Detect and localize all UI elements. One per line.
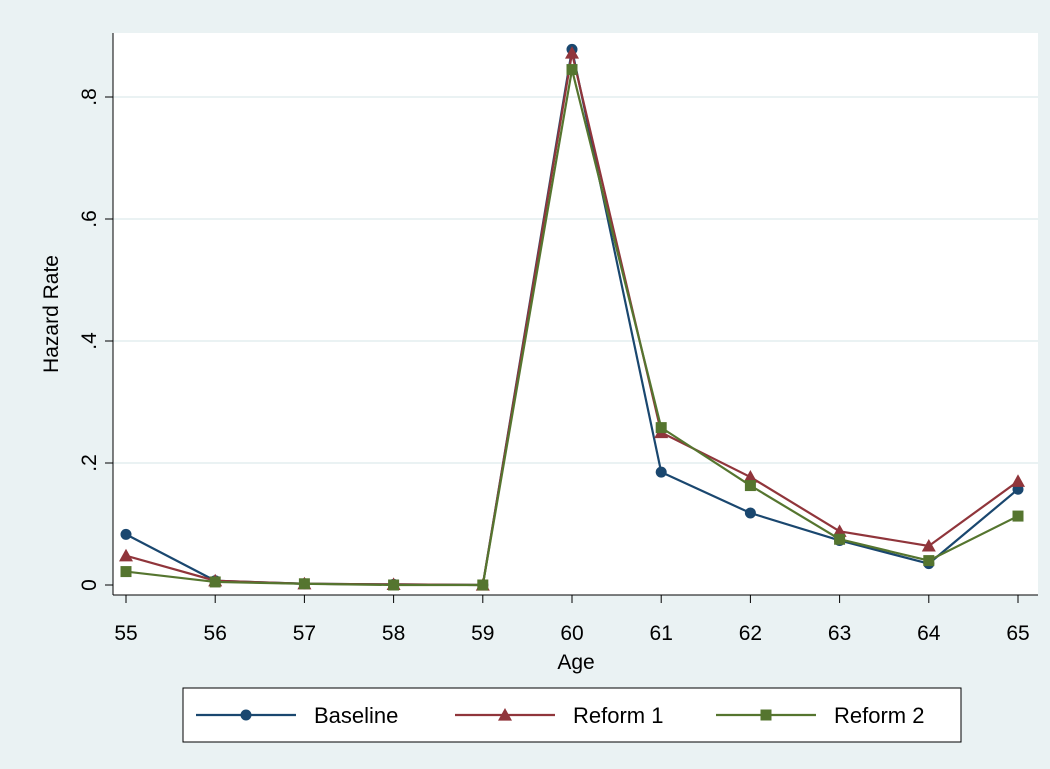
x-tick-label: 62 [739,622,762,645]
y-axis-title: Hazard Rate [40,255,63,373]
x-tick-label: 64 [917,622,941,645]
data-point [923,555,935,567]
data-point [477,579,489,591]
y-tick-label: 0 [78,579,101,591]
data-point [743,470,758,483]
legend-label: Reform 1 [573,703,663,728]
data-point [921,538,936,552]
data-point [834,533,846,545]
y-tick-label: .8 [78,88,101,106]
data-point [1012,510,1024,522]
x-tick-label: 63 [828,622,851,645]
data-point [209,576,221,588]
gridlines [113,96,1038,464]
x-tick-label: 60 [560,622,583,645]
x-tick-label: 65 [1006,622,1029,645]
series-layer [119,43,1025,591]
data-point [388,579,400,591]
data-point [120,566,132,578]
legend: Baseline Reform 1 Reform 2 [182,687,962,743]
data-point [744,480,756,492]
x-axis-title: Age [557,651,594,674]
x-tick-label: 61 [650,622,673,645]
data-point [120,528,132,540]
plot-area [113,33,1038,595]
data-point [655,466,667,478]
y-tick-label: .4 [78,332,101,350]
y-tick-label: .2 [78,454,101,472]
legend-label: Baseline [314,703,398,728]
legend-marker [760,709,772,721]
data-point [565,46,579,59]
x-tick-label: 59 [471,622,494,645]
x-tick-label: 55 [114,622,137,645]
x-tick-label: 58 [382,622,405,645]
legend-box [182,687,962,743]
data-point [655,422,667,434]
axes: 0 .2 .4 .6 .8 55 56 57 58 59 60 61 62 63 64 65 [78,33,1038,645]
data-point [566,64,578,76]
legend-label: Reform 2 [834,703,924,728]
y-tick-label: .6 [78,210,101,228]
data-point [744,507,756,519]
legend-marker [498,708,512,721]
data-point [1011,474,1025,487]
x-tick-label: 56 [204,622,227,645]
x-tick-label: 57 [293,622,316,645]
data-point [298,578,310,590]
data-point [119,548,133,562]
legend-marker [240,709,252,721]
